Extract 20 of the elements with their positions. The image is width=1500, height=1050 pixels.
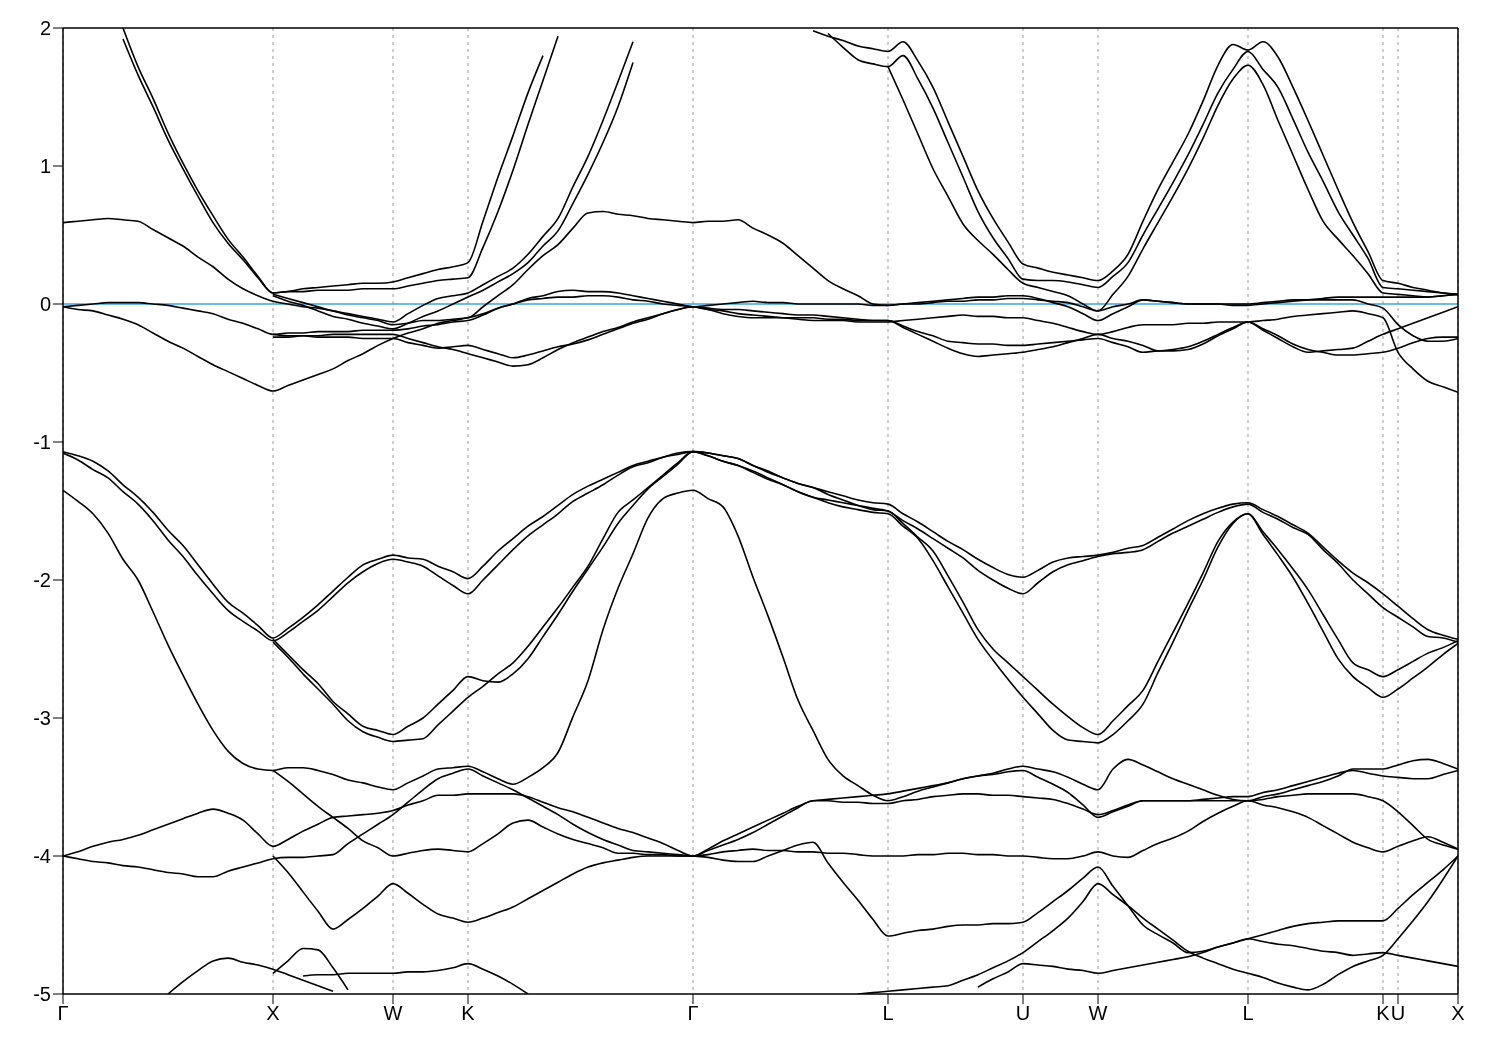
x-tick-label: Γ (57, 1002, 69, 1025)
x-tick-label: L (1242, 1002, 1254, 1025)
x-tick-label: W (1088, 1002, 1108, 1025)
y-tick-label: 1 (39, 155, 51, 178)
x-tick-label: U (1015, 1002, 1031, 1025)
x-tick-label: W (383, 1002, 403, 1025)
y-tick-label: 2 (39, 17, 51, 40)
x-tick-label: X (266, 1002, 280, 1025)
x-tick-label: Γ (687, 1002, 699, 1025)
x-tick-label: U (1390, 1002, 1406, 1025)
y-tick-label: -2 (33, 569, 51, 592)
x-tick-label: K (1376, 1002, 1391, 1025)
y-tick-label: -5 (33, 983, 51, 1006)
y-tick-label: -3 (33, 707, 51, 730)
y-tick-label: -1 (33, 431, 51, 454)
x-tick-label: L (882, 1002, 894, 1025)
x-tick-label: K (461, 1002, 476, 1025)
x-tick-label: X (1451, 1002, 1465, 1025)
y-tick-label: 0 (39, 293, 51, 316)
y-tick-label: -4 (33, 845, 51, 868)
